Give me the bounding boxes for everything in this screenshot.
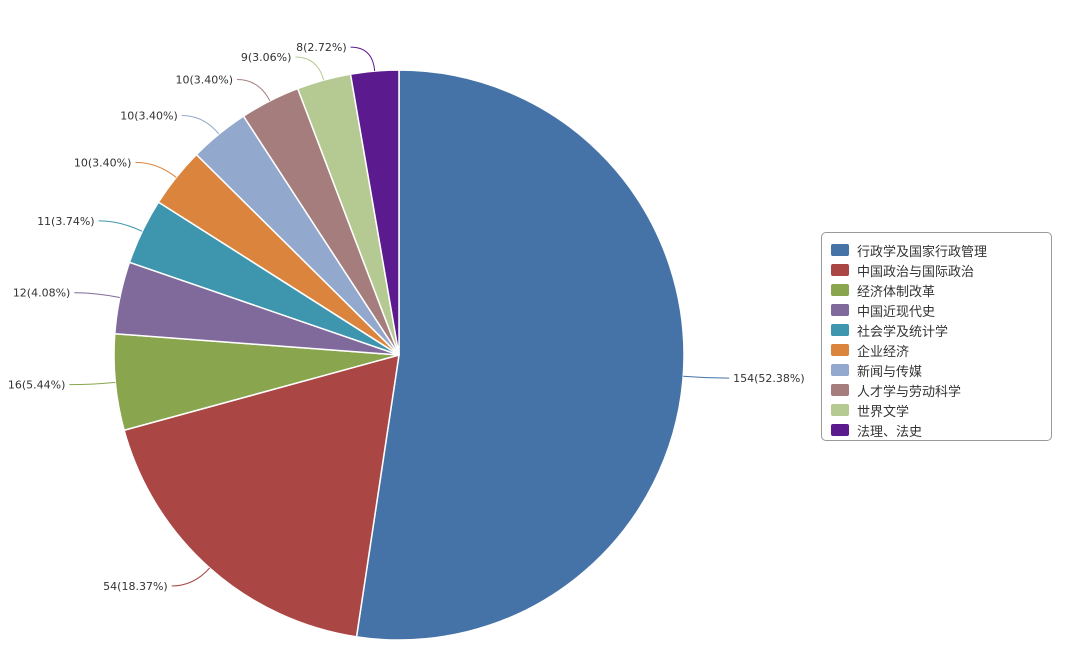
legend-label: 人才学与劳动科学 [857,384,962,400]
legend-label: 法理、法史 [857,424,923,440]
legend: 行政学及国家行政管理 中国政治与国际政治 经济体制改革 中国近现代史 社会学及统计学 企业… [821,232,1052,441]
legend-label: 新闻与传媒 [857,364,923,380]
legend-item-5[interactable]: 社会学及统计学 [831,320,1051,340]
legend-swatch [831,324,849,336]
legend-item-3[interactable]: 经济体制改革 [831,280,1051,300]
data-label-9: 9(3.06%) [241,51,292,64]
data-label-6: 10(3.40%) [74,156,132,169]
legend-item-4[interactable]: 中国近现代史 [831,300,1051,320]
data-labels: 154(52.38%) 54(18.37%) 16(5.44%) 12(4.08%) 1… [8,41,805,593]
legend-item-7[interactable]: 新闻与传媒 [831,360,1051,380]
data-label-1: 154(52.38%) [733,372,805,385]
data-label-7: 10(3.40%) [120,109,178,122]
legend-swatch [831,344,849,356]
data-label-10: 8(2.72%) [296,41,347,54]
legend-swatch [831,404,849,416]
legend-label: 世界文学 [857,404,910,420]
data-label-3: 16(5.44%) [8,379,66,392]
connector-6 [135,161,177,178]
connector-9 [295,56,325,81]
connector-10 [350,46,376,72]
legend-label: 经济体制改革 [857,284,936,300]
connector-3 [69,381,116,386]
connector-1 [683,375,730,379]
legend-item-2[interactable]: 中国政治与国际政治 [831,260,1051,280]
legend-label: 中国近现代史 [857,304,936,320]
legend-label: 中国政治与国际政治 [857,264,975,280]
connector-7 [181,114,220,135]
legend-swatch [831,244,849,256]
data-label-2: 54(18.37%) [103,580,168,593]
slice-1[interactable] [355,69,685,641]
data-label-5: 11(3.74%) [37,215,95,228]
legend-label: 社会学及统计学 [857,324,949,340]
legend-swatch [831,364,849,376]
legend-swatch [831,304,849,316]
connector-2 [171,567,211,587]
connector-4 [74,292,120,299]
legend-item-10[interactable]: 法理、法史 [831,420,1051,440]
legend-label: 企业经济 [857,344,910,360]
legend-item-9[interactable]: 世界文学 [831,400,1051,420]
legend-swatch [831,264,849,276]
data-label-4: 12(4.08%) [13,287,71,300]
label-connectors [69,46,730,587]
legend-swatch [831,424,849,436]
connector-8 [237,79,271,102]
connector-5 [98,220,143,232]
legend-swatch [831,384,849,396]
pie-slices [113,69,685,641]
legend-item-6[interactable]: 企业经济 [831,340,1051,360]
legend-item-1[interactable]: 行政学及国家行政管理 [831,240,1051,260]
legend-swatch [831,284,849,296]
legend-label: 行政学及国家行政管理 [857,244,988,260]
data-label-8: 10(3.40%) [175,74,233,87]
legend-item-8[interactable]: 人才学与劳动科学 [831,380,1051,400]
